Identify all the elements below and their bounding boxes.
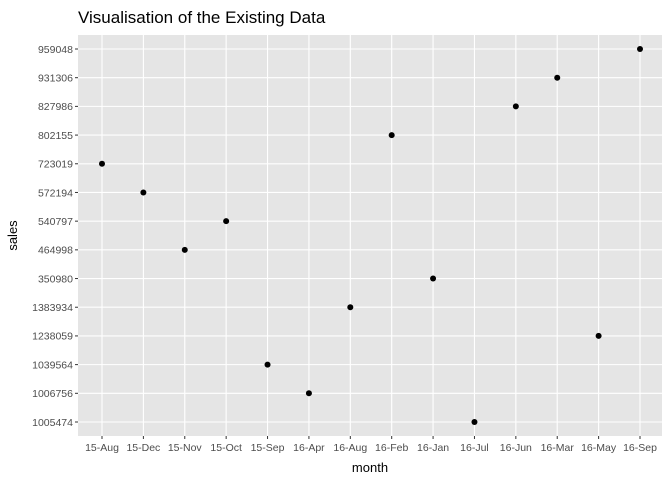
plot-panel bbox=[78, 35, 662, 436]
grid-lines bbox=[78, 35, 662, 436]
x-tick-label: 15-Dec bbox=[126, 442, 160, 454]
data-point bbox=[181, 246, 188, 253]
x-tick-label: 15-Sep bbox=[251, 442, 285, 454]
data-point bbox=[554, 74, 561, 81]
x-tick-label: 16-Aug bbox=[333, 442, 367, 454]
x-tick-label: 16-Jan bbox=[417, 442, 449, 454]
data-point bbox=[637, 46, 643, 52]
data-point bbox=[347, 304, 354, 311]
y-tick-label: 572194 bbox=[38, 187, 73, 199]
x-tick-label: 16-May bbox=[581, 442, 617, 454]
x-axis-ticks: 15-Aug 15-Dec 15-Nov 15-Oct 15-Sep 16-Apr 16-A… bbox=[85, 436, 657, 454]
x-tick-label: 16-Jul bbox=[460, 442, 489, 454]
y-tick-label: 723019 bbox=[38, 159, 73, 171]
x-tick-label: 16-Apr bbox=[293, 442, 325, 454]
x-tick-label: 16-Mar bbox=[541, 442, 575, 454]
y-tick-label: 540797 bbox=[38, 216, 73, 228]
x-tick-label: 16-Sep bbox=[623, 442, 657, 454]
y-tick-label: 827986 bbox=[38, 101, 73, 113]
data-points bbox=[99, 46, 643, 425]
data-point bbox=[140, 189, 147, 196]
data-point bbox=[305, 390, 312, 397]
y-tick-label: 350980 bbox=[38, 273, 73, 285]
data-point bbox=[595, 332, 602, 339]
y-tick-label: 802155 bbox=[38, 130, 73, 142]
x-tick-label: 16-Jun bbox=[500, 442, 532, 454]
y-tick-label: 1005474 bbox=[32, 417, 73, 429]
y-tick-label: 1238059 bbox=[32, 331, 73, 343]
x-axis-title: month bbox=[352, 460, 388, 475]
x-tick-label: 15-Oct bbox=[210, 442, 242, 454]
y-tick-label: 1039564 bbox=[32, 359, 73, 371]
data-point bbox=[388, 132, 395, 139]
data-point bbox=[430, 275, 437, 282]
y-tick-label: 464998 bbox=[38, 245, 73, 257]
y-tick-label: 1006756 bbox=[32, 388, 73, 400]
data-point bbox=[264, 361, 271, 368]
data-point bbox=[471, 419, 478, 425]
x-tick-label: 15-Aug bbox=[85, 442, 119, 454]
data-point bbox=[512, 103, 519, 110]
data-point bbox=[99, 160, 105, 167]
chart-title: Visualisation of the Existing Data bbox=[78, 8, 326, 27]
y-tick-label: 1383934 bbox=[32, 302, 73, 314]
x-tick-label: 15-Nov bbox=[168, 442, 203, 454]
x-tick-label: 16-Feb bbox=[375, 442, 408, 454]
data-point bbox=[223, 218, 230, 225]
y-tick-label: 931306 bbox=[38, 72, 73, 84]
y-axis-title: sales bbox=[5, 220, 20, 251]
y-axis-ticks: 1005474 1006756 1039564 1238059 1383934 35098… bbox=[32, 44, 78, 429]
y-tick-label: 959048 bbox=[38, 44, 73, 56]
